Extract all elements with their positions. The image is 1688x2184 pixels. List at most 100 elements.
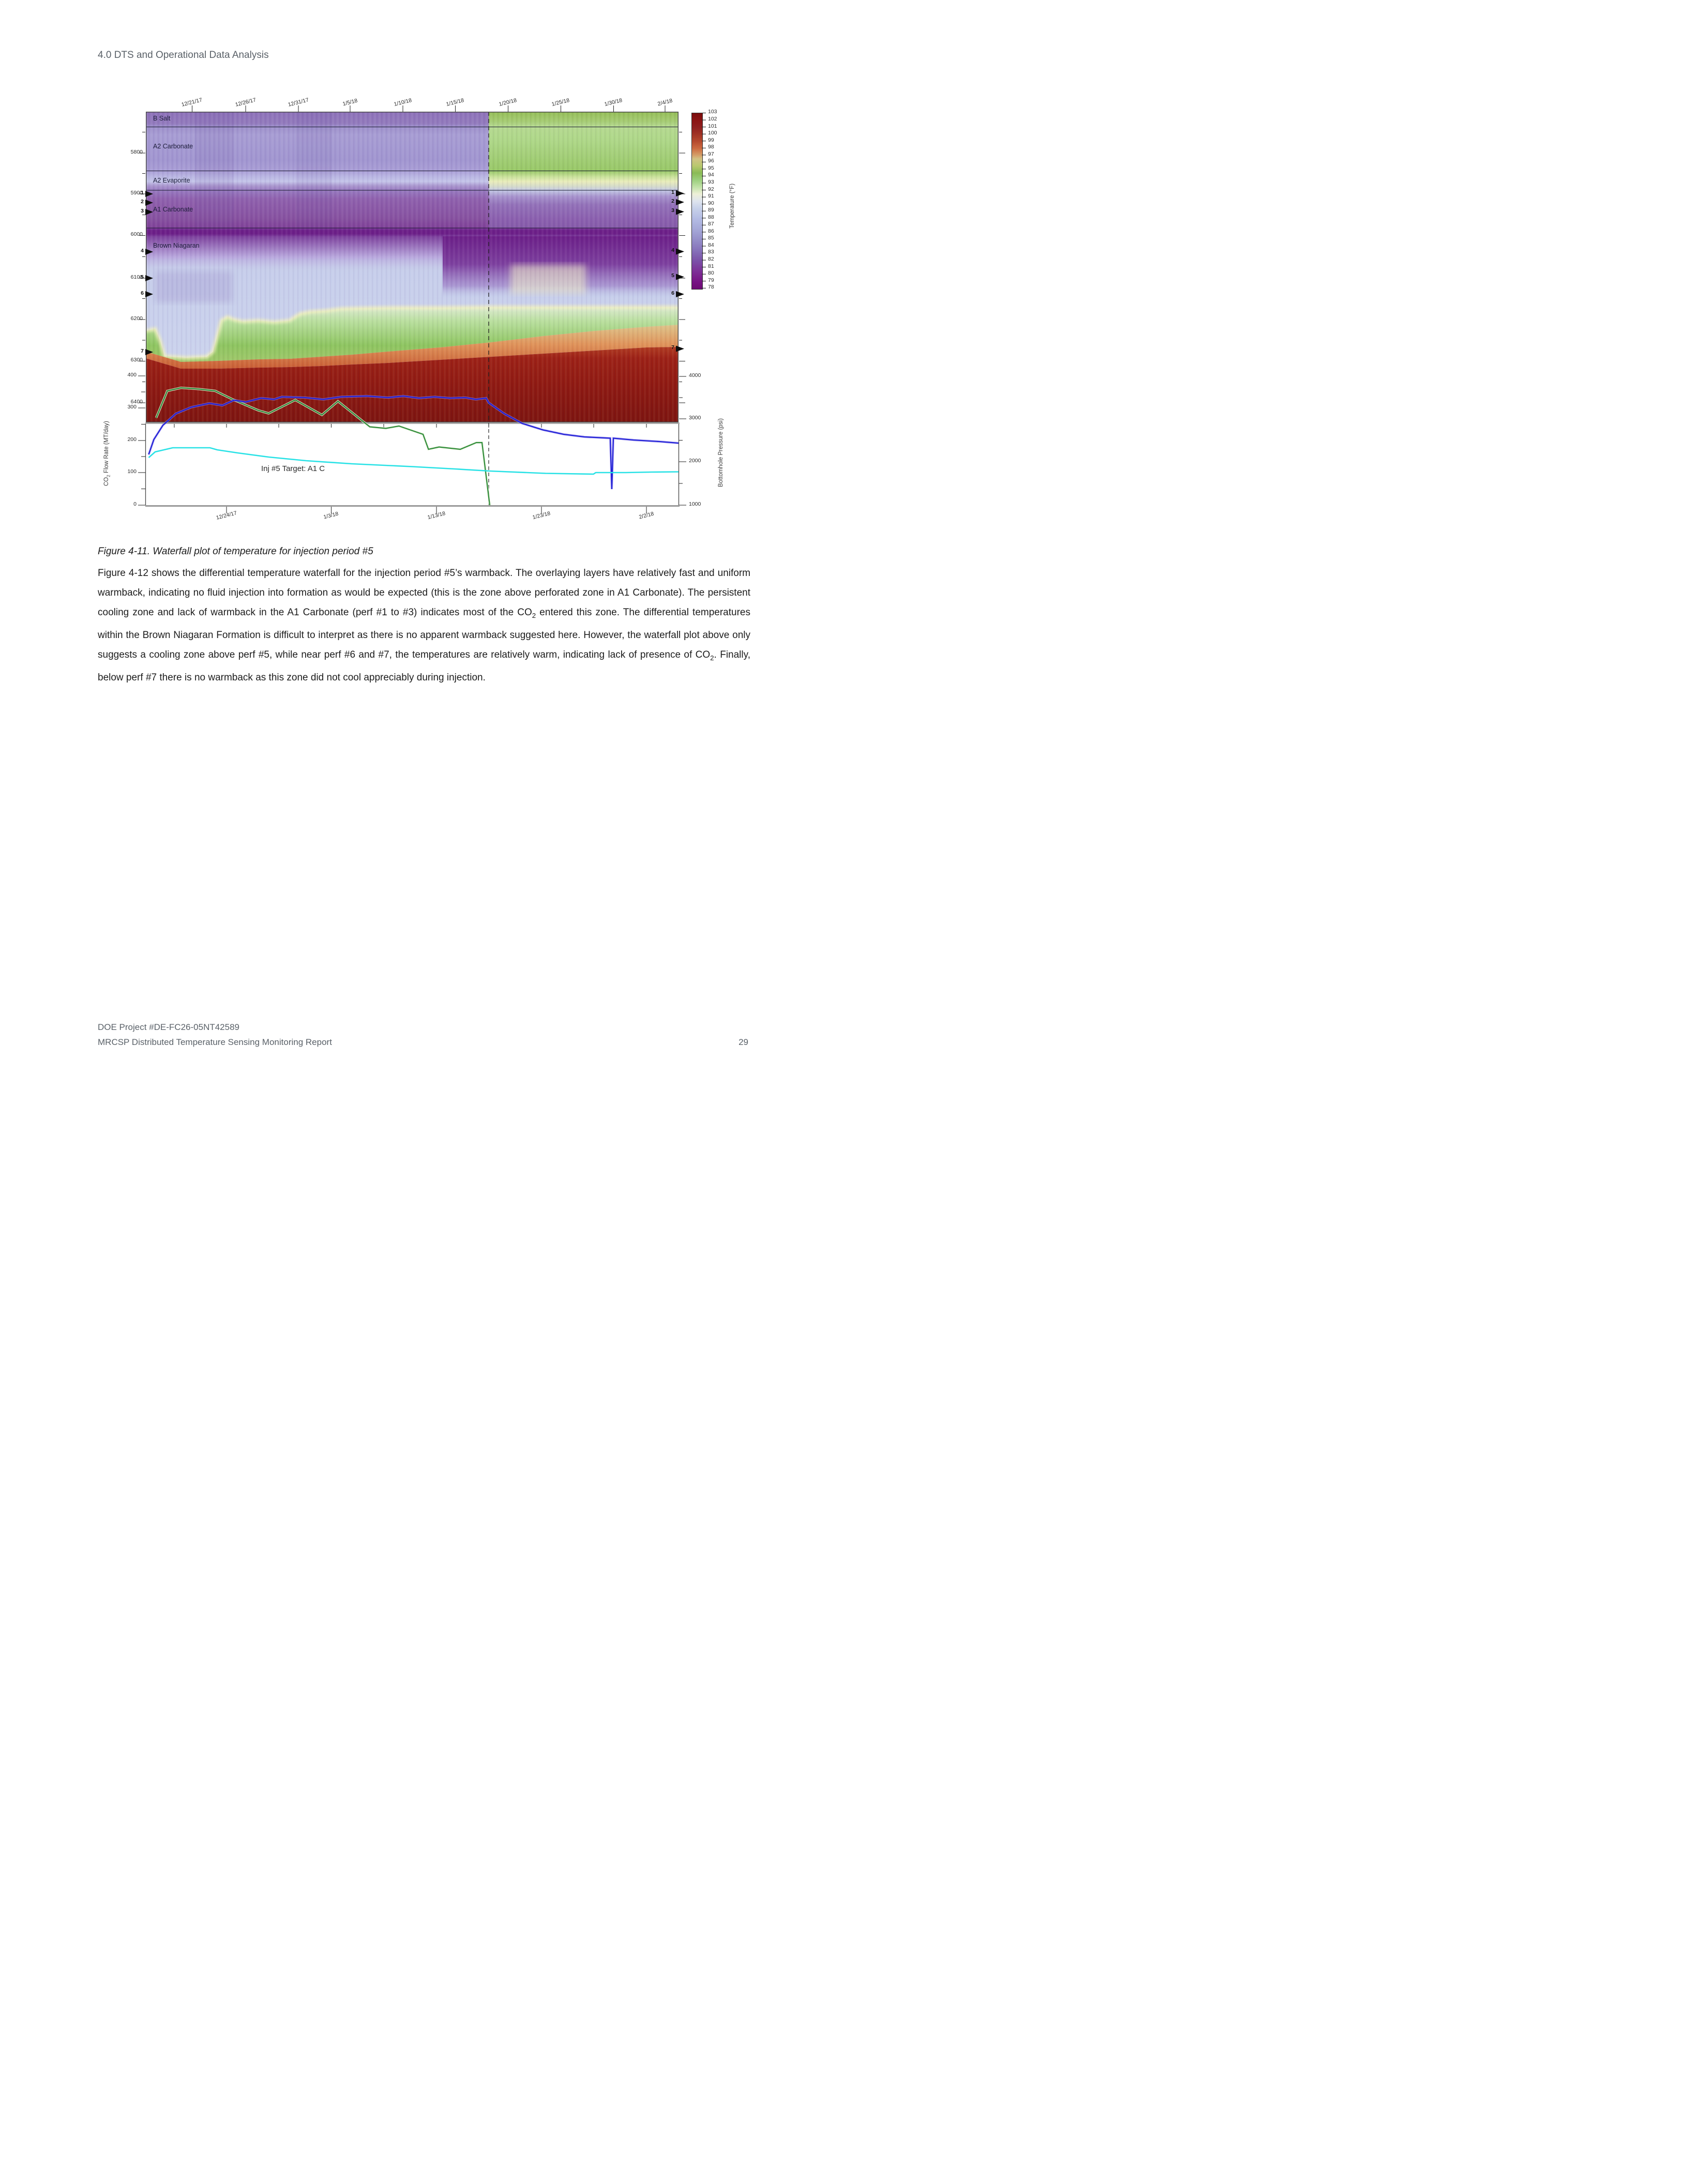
temp-tick-label: 81 [708,263,714,269]
pressure-tick-label: 2000 [689,458,701,464]
perf-number-right: 6 [671,290,674,296]
paragraph-part3: . Finally, below perf #7 there is no war… [98,649,750,683]
body-paragraph: Figure 4-12 shows the differential tempe… [98,564,750,688]
perf-number-left: 6 [141,290,144,296]
temp-tick-label: 99 [708,137,714,143]
inj-target-annotation: Inj #5 Target: A1 C [261,464,325,473]
temp-tick-label: 100 [708,130,717,136]
temp-tick-label: 92 [708,186,714,192]
perf-number-right: 7 [671,344,674,351]
pressure-axis-title: Bottomhole Pressure (psi) [718,418,724,487]
temp-tick-label: 97 [708,151,714,157]
bottom-axis-label: 1/23/18 [532,510,551,521]
temp-tick-label: 91 [708,193,714,199]
depth-tick-label: 5800 [130,149,143,155]
perf-number-right: 1 [671,189,674,195]
top-axis-label: 12/26/17 [234,97,257,108]
top-axis-label: 1/15/18 [445,97,465,108]
pressure-tick-label: 4000 [689,372,701,378]
temp-tick-label: 101 [708,123,717,129]
temperature-axis-title: Temperature (°F) [729,183,735,229]
bottom-axis-label: 1/3/18 [323,510,339,521]
flow-tick-label: 100 [127,468,137,475]
perf-number-left: 1 [141,190,144,196]
temp-tick-label: 86 [708,228,714,234]
figure-4-11: 12/21/17 12/26/17 12/31/17 1/5/18 1/10/1… [0,0,844,543]
temperature-colorbar [691,113,703,290]
bottom-axis-label: 1/13/18 [427,510,446,521]
paragraph-part2: entered this zone. The differential temp… [98,607,750,660]
flow-tick-label: 0 [133,501,137,507]
page-number: 29 [739,1037,748,1047]
temp-tick-label: 90 [708,200,714,206]
temp-tick-label: 85 [708,235,714,241]
perf-number-left: 7 [141,348,144,354]
page-footer: DOE Project #DE-FC26-05NT42589 MRCSP Dis… [98,1020,748,1050]
pressure-tick-label: 3000 [689,415,701,421]
lower-chart-frame [145,422,680,507]
top-axis-label: 2/4/18 [657,97,673,108]
temp-tick-label: 96 [708,158,714,164]
temp-tick-label: 89 [708,207,714,213]
top-axis-label: 12/31/17 [287,97,310,108]
depth-tick-label: 6300 [130,357,143,363]
depth-tick-label: 6200 [130,315,143,322]
temp-tick-label: 79 [708,277,714,283]
layer-label-a2-carbonate: A2 Carbonate [153,143,193,150]
flow-axis-title-prefix: CO [103,477,110,486]
section-header: 4.0 DTS and Operational Data Analysis [98,50,269,60]
perf-number-right: 3 [671,207,674,214]
perf-number-right: 2 [671,198,674,204]
flow-axis-title-sub: 2 [106,475,111,477]
layer-label-a1-carbonate: A1 Carbonate [153,206,193,213]
depth-tick-label: 6400 [130,399,143,405]
secondary-pressure-line [148,447,679,475]
waterfall-graphic [146,112,679,422]
top-axis-label: 12/21/17 [180,97,203,108]
top-axis-label: 1/30/18 [604,97,623,108]
perf-number-left: 2 [141,199,144,205]
footer-report-line-row: MRCSP Distributed Temperature Sensing Mo… [98,1035,748,1050]
top-axis-label: 1/5/18 [342,97,358,108]
flow-axis-title: CO2 Flow Rate (MT/day) [103,421,111,486]
temp-tick-label: 102 [708,116,717,122]
temp-tick-label: 82 [708,256,714,262]
temp-tick-label: 103 [708,109,717,115]
perf-number-left: 4 [141,248,144,254]
perf-number-left: 3 [141,208,144,214]
top-axis-label: 1/10/18 [393,97,413,108]
bottom-axis-label: 2/2/18 [638,510,655,521]
temp-tick-label: 84 [708,242,714,248]
depth-tick-label: 6000 [130,231,143,237]
depth-tick-label: 6100 [130,274,143,280]
flow-axis-title-rest: Flow Rate (MT/day) [103,421,110,475]
layer-label-a2-evaporite: A2 Evaporite [153,177,190,184]
flow-tick-label: 200 [127,436,137,443]
perf-number-right: 5 [671,272,674,279]
temp-tick-label: 95 [708,165,714,171]
perf-number-right: 4 [671,247,674,253]
paragraph-sub1: 2 [532,611,536,619]
footer-report-title: MRCSP Distributed Temperature Sensing Mo… [98,1037,332,1047]
temp-tick-label: 87 [708,221,714,227]
perf-number-left: 5 [141,274,144,280]
temp-tick-label: 80 [708,270,714,276]
bottom-axis-label: 12/24/17 [215,510,238,521]
footer-project-line: DOE Project #DE-FC26-05NT42589 [98,1022,240,1032]
temp-tick-label: 98 [708,144,714,150]
temp-tick-label: 93 [708,179,714,185]
top-axis-label: 1/20/18 [498,97,518,108]
paragraph-part1: Figure 4-12 shows the differential tempe… [98,568,750,618]
paragraph-sub2: 2 [710,654,714,662]
flow-tick-label: 300 [127,404,137,410]
temp-tick-label: 78 [708,284,714,290]
figure-caption: Figure 4-11. Waterfall plot of temperatu… [98,546,373,557]
temp-tick-label: 88 [708,214,714,220]
temp-tick-label: 94 [708,172,714,178]
temp-tick-label: 83 [708,249,714,255]
pressure-tick-label: 1000 [689,501,701,507]
layer-label-b-salt: B Salt [153,115,171,122]
layer-label-brown-niagaran: Brown Niagaran [153,242,200,249]
top-axis-label: 1/25/18 [551,97,570,108]
flow-tick-label: 400 [127,372,137,378]
